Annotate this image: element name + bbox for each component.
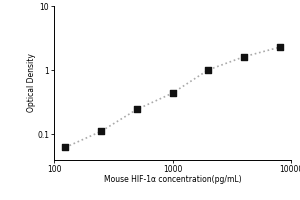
Point <box>134 108 139 111</box>
Point <box>242 55 246 58</box>
X-axis label: Mouse HIF-1α concentration(pg/mL): Mouse HIF-1α concentration(pg/mL) <box>104 175 241 184</box>
Point <box>99 130 103 133</box>
Y-axis label: Optical Density: Optical Density <box>27 54 36 112</box>
Point <box>63 146 68 149</box>
Point <box>170 92 175 95</box>
Point <box>206 68 211 72</box>
Point <box>277 46 282 49</box>
